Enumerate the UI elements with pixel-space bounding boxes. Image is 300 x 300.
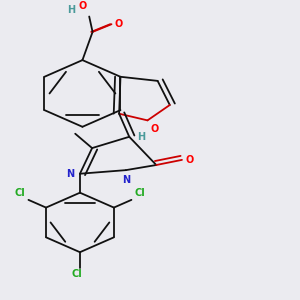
Text: Cl: Cl (135, 188, 146, 198)
Text: N: N (122, 175, 130, 185)
Text: H: H (68, 5, 76, 15)
Text: H: H (137, 132, 146, 142)
Text: O: O (185, 155, 194, 165)
Text: Cl: Cl (71, 269, 82, 279)
Text: O: O (151, 124, 159, 134)
Text: O: O (115, 19, 123, 29)
Text: O: O (79, 2, 87, 11)
Text: N: N (66, 169, 74, 179)
Text: Cl: Cl (14, 188, 25, 198)
